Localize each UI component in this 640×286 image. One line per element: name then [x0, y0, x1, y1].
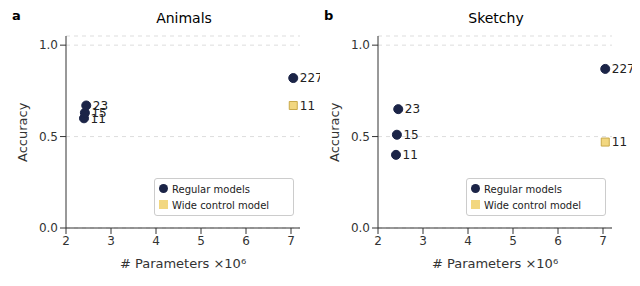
- svg-text:3: 3: [107, 234, 115, 248]
- svg-text:0.5: 0.5: [39, 130, 58, 144]
- svg-text:1.0: 1.0: [39, 38, 58, 52]
- svg-text:5: 5: [509, 234, 517, 248]
- svg-text:Accuracy: Accuracy: [15, 102, 30, 162]
- svg-text:11: 11: [300, 99, 315, 113]
- svg-text:11: 11: [612, 135, 627, 149]
- html-text:a: a: [12, 8, 21, 23]
- svg-text:0.5: 0.5: [351, 130, 370, 144]
- svg-text:2: 2: [62, 234, 70, 248]
- svg-text:4: 4: [464, 234, 472, 248]
- svg-text:15: 15: [91, 106, 107, 121]
- svg-text:# Parameters ×10⁶: # Parameters ×10⁶: [432, 256, 558, 271]
- svg-text:3: 3: [419, 234, 427, 248]
- svg-text:6: 6: [242, 234, 250, 248]
- svg-text:7: 7: [287, 234, 295, 248]
- svg-text:4: 4: [152, 234, 160, 248]
- svg-text:2: 2: [374, 234, 382, 248]
- html-text:Wide control model: Wide control model: [172, 200, 270, 211]
- svg-text:23: 23: [405, 102, 420, 116]
- svg-text:Accuracy: Accuracy: [327, 102, 342, 162]
- svg-text:6: 6: [554, 234, 562, 248]
- html-text:Sketchy: Sketchy: [468, 10, 524, 26]
- svg-text:227: 227: [612, 62, 632, 76]
- html-text:Regular models: Regular models: [484, 184, 562, 195]
- svg-text:1.0: 1.0: [351, 38, 370, 52]
- svg-text:0.0: 0.0: [351, 221, 370, 235]
- svg-text:11: 11: [403, 148, 418, 162]
- svg-text:23: 23: [93, 99, 108, 113]
- html-text:Wide control model: Wide control model: [484, 200, 582, 211]
- html-text:b: b: [324, 8, 334, 23]
- svg-text:7: 7: [599, 234, 607, 248]
- html-text:Regular models: Regular models: [172, 184, 250, 195]
- svg-text:# Parameters ×10⁶: # Parameters ×10⁶: [120, 256, 246, 271]
- svg-text:5: 5: [197, 234, 205, 248]
- svg-text:15: 15: [403, 128, 418, 142]
- html-text:Animals: Animals: [156, 10, 212, 26]
- svg-text:227: 227: [300, 71, 320, 85]
- svg-text:0.0: 0.0: [39, 221, 58, 235]
